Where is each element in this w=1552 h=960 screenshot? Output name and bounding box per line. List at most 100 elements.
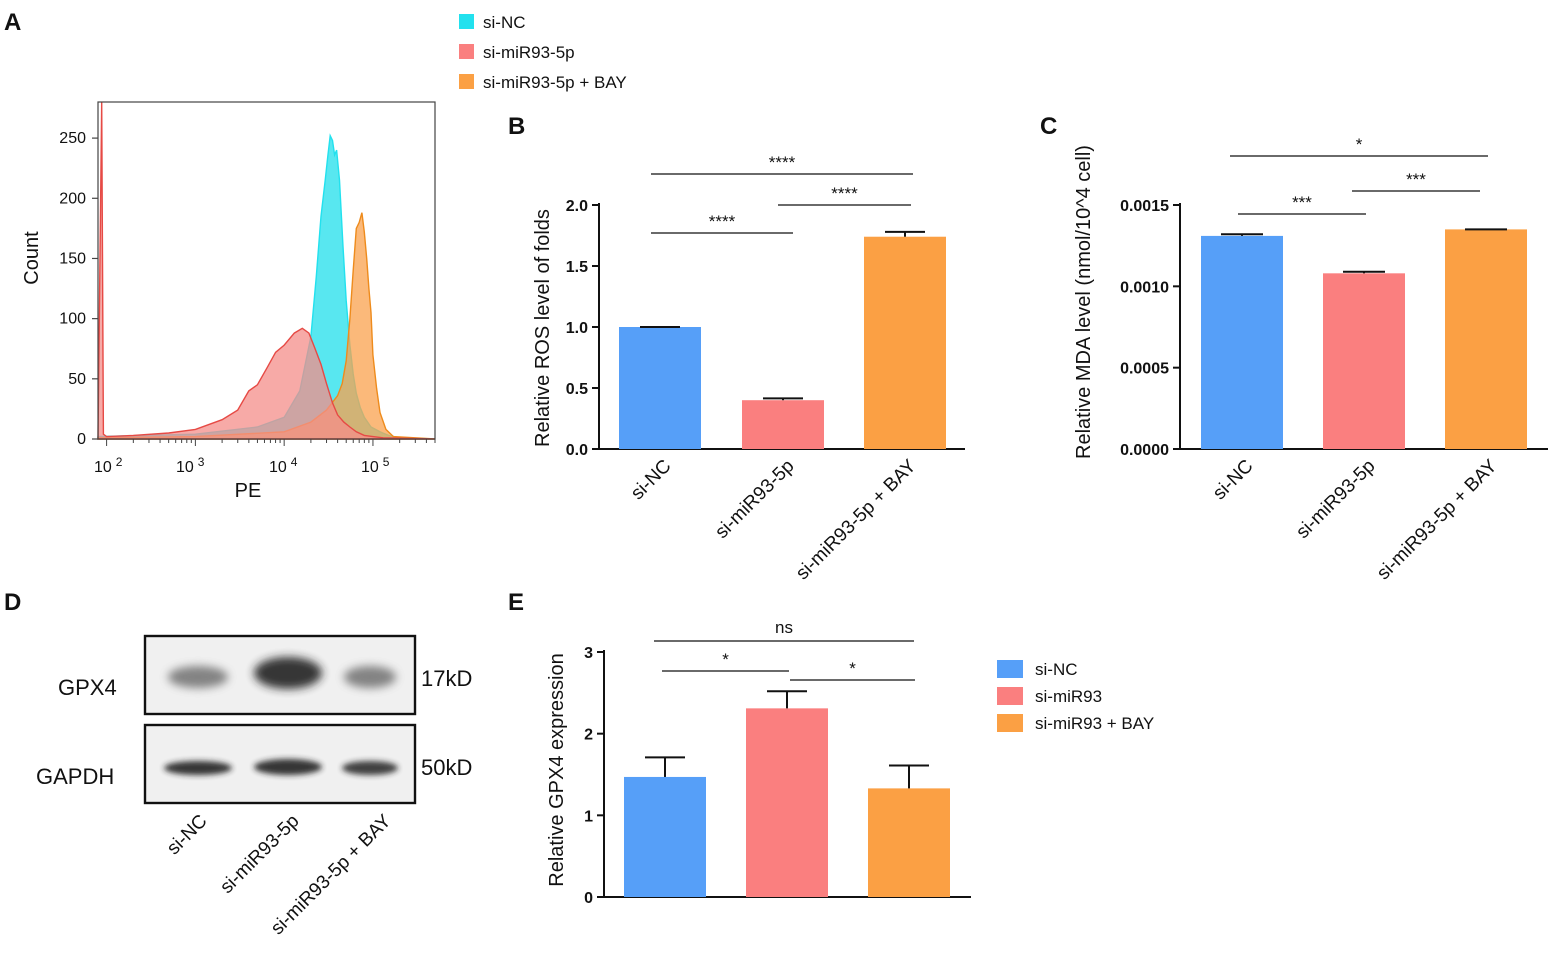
- histogram-series-si-mir93-5p: [97, 101, 436, 440]
- band-gapdh-si-mir93-5p: [254, 759, 322, 775]
- x-tick-label: 10 4: [269, 455, 298, 476]
- y-tick-label: 0: [584, 890, 593, 907]
- y-tick-label: 1.5: [566, 259, 588, 276]
- legend-label-si-nc: si-NC: [1035, 660, 1078, 679]
- y-tick-label: 2: [584, 727, 593, 744]
- x-category-label: si-miR93-5p: [711, 456, 798, 543]
- significance-label: ****: [831, 184, 858, 203]
- blot-size-50kd: 50kD: [421, 755, 472, 780]
- significance-label: ***: [1292, 193, 1312, 212]
- bar-si-mir93-5p: [742, 400, 824, 449]
- x-tick-exponent: 4: [291, 455, 298, 469]
- x-tick-label: 10 5: [361, 455, 390, 476]
- legend-label-si-mir93-bay: si-miR93 + BAY: [1035, 714, 1154, 733]
- histogram-x-label: PE: [235, 480, 262, 502]
- bar-si-mir93-5p-bay: [1445, 229, 1527, 449]
- y-tick-label: 250: [59, 130, 86, 147]
- x-category-label: si-NC: [627, 456, 675, 504]
- significance-label: ***: [1406, 170, 1426, 189]
- bar-si-nc: [619, 327, 701, 449]
- y-tick-label: 0.5: [566, 381, 588, 398]
- x-tick-base: 10: [269, 459, 287, 476]
- significance-label: *: [722, 650, 729, 669]
- y-tick-label: 0.0010: [1120, 279, 1169, 296]
- legend-label-si-mir93-5p: si-miR93-5p: [483, 43, 575, 62]
- x-tick-exponent: 3: [198, 455, 205, 469]
- histogram-legend: si-NC si-miR93-5p si-miR93-5p + BAY: [459, 13, 627, 92]
- x-tick-exponent: 5: [383, 455, 390, 469]
- x-category-label: si-miR93-5p + BAY: [1373, 455, 1502, 584]
- y-tick-label: 100: [59, 311, 86, 328]
- y-tick-label: 2.0: [566, 198, 588, 215]
- band-gapdh-si-nc: [164, 761, 232, 775]
- bar-si-mir93: [746, 708, 828, 897]
- x-tick-label: 10 3: [176, 455, 205, 476]
- y-tick-label: 0: [77, 431, 86, 448]
- legend-swatch-si-nc: [459, 14, 474, 29]
- y-axis-label: Relative MDA level (nmol/10^4 cell): [1073, 145, 1095, 459]
- band-gpx4-si-mir93-5p: [254, 657, 322, 689]
- panel-label-c: C: [1040, 113, 1057, 140]
- legend-label-si-mir93: si-miR93: [1035, 687, 1102, 706]
- histogram-y-label: Count: [21, 231, 43, 285]
- x-tick-base: 10: [94, 459, 112, 476]
- x-tick-base: 10: [361, 459, 379, 476]
- significance-label: ****: [769, 153, 796, 172]
- y-tick-label: 0.0000: [1120, 442, 1169, 459]
- gpx4-legend: si-NC si-miR93 si-miR93 + BAY: [997, 660, 1154, 733]
- ros-bar-chart: 0.0 0.5 1.0 1.5 2.0 si-NC si-miR93-5psi-miR93-…: [532, 153, 965, 584]
- y-tick-label: 0.0015: [1120, 198, 1169, 215]
- y-axis-label: Relative GPX4 expression: [546, 653, 568, 886]
- significance-label: ****: [709, 212, 736, 231]
- gpx4-bar-chart: 0 1 2 3 * * ns Relative GPX4 expression: [546, 618, 971, 907]
- legend-swatch-si-mir93-bay: [997, 714, 1023, 732]
- legend-swatch-si-nc: [997, 660, 1023, 678]
- y-tick-label: 50: [68, 371, 86, 388]
- x-category-label: si-miR93-5p: [1292, 456, 1379, 543]
- band-gapdh-si-mir93-5p-bay: [342, 761, 398, 775]
- y-tick-label: 1.0: [566, 320, 588, 337]
- y-axis-label: Relative ROS level of folds: [532, 209, 554, 447]
- significance-label: *: [849, 659, 856, 678]
- panel-label-b: B: [508, 113, 525, 140]
- blot-lane-si-mir93-5p: si-miR93-5p: [216, 811, 303, 898]
- y-tick-label: 3: [584, 645, 593, 662]
- bar-si-nc: [624, 776, 706, 897]
- panel-label-d: D: [4, 589, 21, 616]
- legend-swatch-si-mir93: [997, 687, 1023, 705]
- y-tick-label: 1: [584, 808, 593, 825]
- band-gpx4-si-mir93-5p-bay: [344, 666, 396, 688]
- histogram-x-axis: 10 2 10 3 10 4 10 5: [94, 439, 436, 476]
- significance-label: ns: [775, 618, 793, 637]
- x-tick-exponent: 2: [116, 455, 123, 469]
- panel-label-a: A: [4, 9, 21, 36]
- histogram-y-axis: 0 50 100 150 200 250: [59, 130, 98, 448]
- x-category-label: si-miR93-5p + BAY: [792, 455, 921, 584]
- significance-label: *: [1356, 135, 1363, 154]
- bar-si-mir93-5p-bay: [864, 236, 946, 449]
- legend-swatch-si-mir93-5p-bay: [459, 74, 474, 89]
- legend-label-si-mir93-5p-bay: si-miR93-5p + BAY: [483, 73, 627, 92]
- bar-si-mir93-bay: [868, 788, 950, 897]
- western-blot: GPX4 GAPDH 17kD 50kD si-NC si-miR93-5p s…: [36, 634, 472, 939]
- panel-label-e: E: [508, 589, 524, 616]
- blot-protein-gpx4: GPX4: [58, 675, 117, 700]
- x-category-label: si-NC: [1209, 456, 1257, 504]
- y-tick-label: 0.0005: [1120, 361, 1169, 378]
- x-tick-base: 10: [176, 459, 194, 476]
- blot-size-17kd: 17kD: [421, 666, 472, 691]
- band-gpx4-si-nc: [168, 666, 228, 688]
- x-tick-label: 10 2: [94, 455, 123, 476]
- histogram-frame: [97, 101, 436, 440]
- bar-si-mir93-5p: [1323, 273, 1405, 449]
- legend-swatch-si-mir93-5p: [459, 44, 474, 59]
- legend-label-si-nc: si-NC: [483, 13, 526, 32]
- histogram-areas: [97, 101, 436, 440]
- y-tick-label: 150: [59, 250, 86, 267]
- y-tick-label: 0.0: [566, 442, 588, 459]
- bar-si-nc: [1201, 235, 1283, 449]
- blot-lane-si-nc: si-NC: [163, 811, 211, 859]
- y-tick-label: 200: [59, 190, 86, 207]
- histogram-chart: si-NC si-miR93-5p si-miR93-5p + BAY 0 50 1…: [21, 13, 627, 502]
